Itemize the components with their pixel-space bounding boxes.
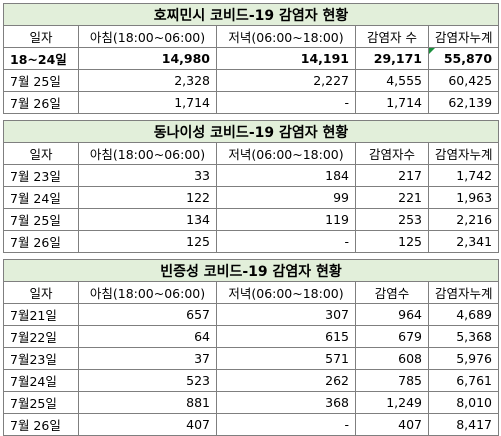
table-title: 호찌민시 코비드-19 감염자 현황 [2, 3, 500, 26]
header-morning: 아침(18:00~06:00) [78, 25, 217, 48]
header-cases: 감염수 [355, 281, 429, 304]
table-row: 7월 26일 407 - 407 8,417 [3, 413, 499, 436]
cell-cases: 1,249 [355, 391, 429, 414]
cell-date: 7월25일 [3, 391, 79, 414]
cell-cases: 964 [355, 303, 429, 326]
cell-morning: 125 [78, 230, 217, 253]
cell-morning: 2,328 [78, 69, 217, 92]
table-row: 7월25일 881 368 1,249 8,010 [3, 391, 499, 414]
cell-morning: 37 [78, 347, 217, 370]
cell-cases: 125 [355, 230, 429, 253]
cell-date: 7월21일 [3, 303, 79, 326]
cell-evening: 99 [216, 186, 356, 209]
cell-cases: 679 [355, 325, 429, 348]
cell-cumulative: 5,976 [428, 347, 499, 370]
header-evening: 저녁(06:00~18:00) [216, 142, 356, 165]
cell-morning: 657 [78, 303, 217, 326]
header-cases: 감염자수 [355, 142, 429, 165]
header-evening: 저녁(06:00~18:00) [216, 281, 356, 304]
hcmc-covid-table: 호찌민시 코비드-19 감염자 현황 일자 아침(18:00~06:00) 저녁… [2, 3, 500, 114]
cell-morning: 14,980 [78, 47, 217, 70]
cell-cumulative: 55,870 [427, 47, 500, 70]
cell-cumulative: 60,425 [427, 69, 500, 92]
cell-date: 18~24일 [3, 47, 79, 70]
table-row: 7월21일 657 307 964 4,689 [3, 303, 499, 326]
cell-morning: 33 [78, 164, 217, 187]
cell-evening: 14,191 [216, 47, 356, 70]
cell-date: 7월 25일 [3, 208, 79, 231]
cell-morning: 134 [78, 208, 217, 231]
cell-cumulative: 8,010 [428, 391, 499, 414]
cell-morning: 523 [78, 369, 217, 392]
cell-cases: 4,555 [355, 69, 429, 92]
header-evening: 저녁(06:00~18:00) [216, 25, 356, 48]
table-title: 빈증성 코비드-19 감염자 현황 [3, 259, 499, 282]
cell-evening: 119 [216, 208, 356, 231]
header-date: 일자 [3, 281, 79, 304]
table-title: 동나이성 코비드-19 감염자 현황 [2, 120, 500, 143]
cell-cases: 785 [355, 369, 429, 392]
cell-cases: 217 [355, 164, 429, 187]
table-row: 7월 25일 134 119 253 2,216 [3, 208, 500, 231]
table-row: 7월23일 37 571 608 5,976 [3, 347, 499, 370]
cell-morning: 122 [78, 186, 217, 209]
cell-evening: 368 [216, 391, 356, 414]
dong-nai-covid-table: 동나이성 코비드-19 감염자 현황 일자 아침(18:00~06:00) 저녁… [2, 120, 500, 253]
cell-cases: 1,714 [355, 91, 429, 114]
cell-cumulative: 8,417 [428, 413, 499, 436]
cell-evening: 2,227 [216, 69, 356, 92]
binh-duong-covid-table: 빈증성 코비드-19 감염자 현황 일자 아침(18:00~06:00) 저녁(… [3, 259, 499, 436]
cell-evening: 184 [216, 164, 356, 187]
cell-cumulative: 2,216 [427, 208, 500, 231]
cell-cumulative: 5,368 [428, 325, 499, 348]
cell-cumulative: 1,963 [427, 186, 500, 209]
cell-date: 7월22일 [3, 325, 79, 348]
table-row: 7월 23일 33 184 217 1,742 [3, 164, 500, 187]
table-row: 7월22일 64 615 679 5,368 [3, 325, 499, 348]
table-row: 7월 26일 125 - 125 2,341 [3, 230, 500, 253]
cell-cumulative: 6,761 [428, 369, 499, 392]
header-cumulative: 감염자누계 [427, 142, 500, 165]
cell-date: 7월23일 [3, 347, 79, 370]
cell-cumulative: 62,139 [427, 91, 500, 114]
cell-evening: 571 [216, 347, 356, 370]
cell-date: 7월 24일 [3, 186, 79, 209]
cell-cases: 221 [355, 186, 429, 209]
cell-evening: 307 [216, 303, 356, 326]
cell-cases: 608 [355, 347, 429, 370]
cell-date: 7월24일 [3, 369, 79, 392]
header-cumulative: 감염자누계 [428, 281, 499, 304]
table-row: 7월 25일 2,328 2,227 4,555 60,425 [3, 69, 500, 92]
header-date: 일자 [3, 25, 79, 48]
cell-cumulative: 4,689 [428, 303, 499, 326]
cell-date: 7월 26일 [3, 413, 79, 436]
table-row: 7월 26일 1,714 - 1,714 62,139 [3, 91, 500, 114]
cell-evening: 262 [216, 369, 356, 392]
cell-cumulative: 1,742 [427, 164, 500, 187]
cell-cases: 29,171 [355, 47, 429, 70]
cell-morning: 407 [78, 413, 217, 436]
header-morning: 아침(18:00~06:00) [78, 142, 217, 165]
table-row: 7월 24일 122 99 221 1,963 [3, 186, 500, 209]
cell-evening: - [216, 413, 356, 436]
cell-morning: 64 [78, 325, 217, 348]
header-cumulative: 감염자누계 [427, 25, 500, 48]
cell-evening: - [216, 230, 356, 253]
cell-date: 7월 26일 [3, 91, 79, 114]
cell-date: 7월 26일 [3, 230, 79, 253]
cell-date: 7월 25일 [3, 69, 79, 92]
cell-morning: 881 [78, 391, 217, 414]
table-row: 18~24일 14,980 14,191 29,171 55,870 [3, 47, 500, 70]
cell-date: 7월 23일 [3, 164, 79, 187]
header-date: 일자 [3, 142, 79, 165]
cell-cases: 407 [355, 413, 429, 436]
header-morning: 아침(18:00~06:00) [78, 281, 217, 304]
cell-cumulative: 2,341 [427, 230, 500, 253]
cell-evening: 615 [216, 325, 356, 348]
cell-evening: - [216, 91, 356, 114]
header-cases: 감염자 수 [355, 25, 429, 48]
cell-morning: 1,714 [78, 91, 217, 114]
table-row: 7월24일 523 262 785 6,761 [3, 369, 499, 392]
cell-cases: 253 [355, 208, 429, 231]
